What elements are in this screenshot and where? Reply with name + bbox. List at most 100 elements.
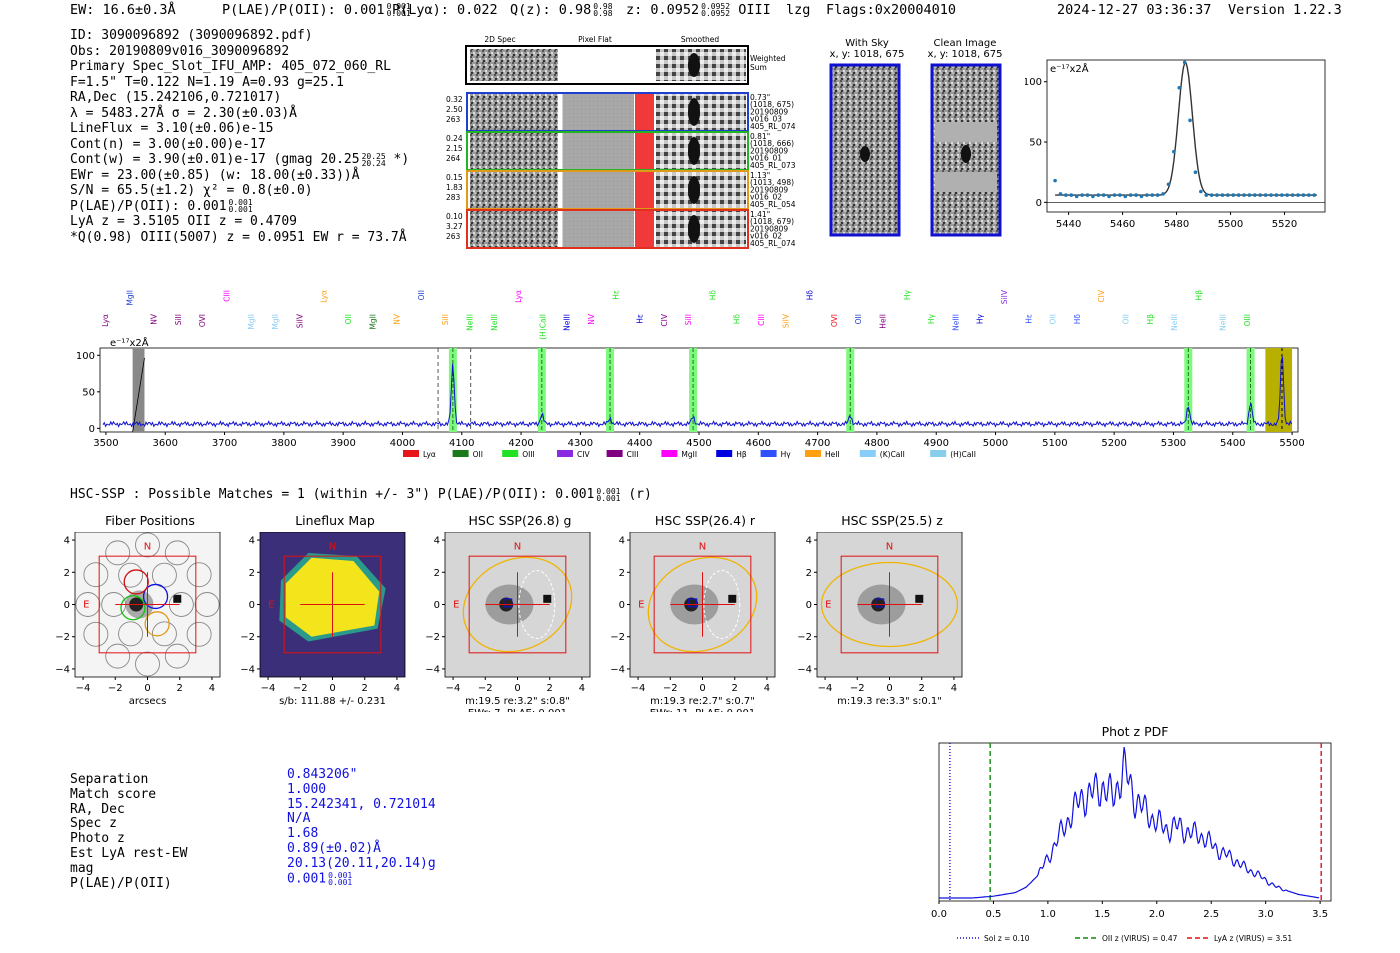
info-plae-hi: 0.001: [228, 198, 253, 207]
spec-top-label: Lyα: [514, 290, 523, 303]
hsc-xtick-label: −4: [631, 683, 646, 694]
hsc-ytick-label: 2: [619, 568, 625, 579]
zoom-xtick-label: 5460: [1110, 219, 1135, 230]
fiber-highlight: [123, 569, 149, 595]
spec-masked-band: [132, 348, 145, 432]
zoom-point: [1139, 194, 1144, 199]
zoom-point: [1101, 193, 1106, 197]
header-method: lzg: [786, 2, 811, 18]
cutout-blob: [688, 215, 700, 243]
hsc-xtick-label: −2: [293, 683, 308, 694]
spec-top-label: CIV: [660, 313, 669, 326]
hsc-summary-text: HSC-SSP : Possible Matches = 1 (within +…: [70, 487, 595, 502]
match-label-score: Match score: [70, 786, 157, 802]
zoom-ytick-label: 50: [1029, 138, 1042, 149]
info-id: ID: 3090096892 (3090096892.pdf): [70, 28, 313, 43]
hsc-white-ellipse: [518, 570, 556, 639]
info-contw-lo: 20.24: [361, 158, 386, 168]
full-spectrum: Lyα MgII NV SiII OVI CIII MgII MgII SiIV Lyα OII Mg…: [76, 289, 1305, 459]
zoom-point: [1074, 194, 1079, 199]
spec-top-label: Hδ: [1073, 314, 1082, 325]
hsc-panel: N E 4 2 0 −2 −4 −4 −2 0 2 4 m:19.3 re:3.3" s:0.1": [797, 532, 963, 707]
spec-xticks: 3500 3600 3700 3800 3900 4000 4100 4200 4300 4400…: [93, 432, 1305, 449]
spec-top-label: SiIV: [295, 313, 304, 328]
cutout-left-text: 263: [446, 232, 461, 241]
zoom-point: [1161, 192, 1165, 196]
with-sky-image: [829, 63, 901, 237]
spec-xtick-label: 4100: [449, 438, 474, 449]
cutout-pixelflat: [562, 94, 634, 130]
zoom-ytick-label: 0: [1036, 198, 1042, 209]
spec-legend-swatch: [502, 450, 519, 457]
info-contw-end: *): [393, 152, 410, 167]
zoom-yticks: 100 50 0: [1025, 77, 1325, 209]
header-flags: Flags:0x20004010: [826, 2, 957, 18]
hsc-summary-end: (r): [628, 487, 652, 502]
header-z-hi: 0.0952: [701, 2, 731, 11]
header-plae-text: P(LAE)/P(OII): 0.001: [222, 2, 385, 18]
weighted-sum-label2: Sum: [750, 63, 767, 72]
photz-xtick-label: 1.5: [1094, 909, 1110, 920]
cutout-2dspec: [470, 211, 558, 247]
spec-xtick-label: 5400: [1220, 438, 1245, 449]
cutout-left-text: 0.15: [446, 173, 463, 182]
hsc-xtick-label: 0: [329, 683, 335, 694]
spec-top-label: OIII: [1243, 314, 1252, 327]
zoom-point: [1301, 193, 1306, 197]
spec-xtick-label: 3800: [271, 438, 296, 449]
hsc-neighbor: [543, 594, 552, 603]
fiber-circle: [151, 621, 177, 647]
spec-xtick-label: 4400: [627, 438, 652, 449]
spec-legend-swatch: [930, 450, 947, 457]
hsc-xtick-label: −4: [261, 683, 276, 694]
header-qz-text: Q(z): 0.98: [510, 2, 592, 18]
hsc-ytick-label: 2: [434, 568, 440, 579]
cutout-left-text: 264: [446, 154, 461, 163]
fiber-circle: [118, 621, 144, 647]
hsc-xtick-label: 4: [209, 683, 215, 694]
cutout-left-text: 0.24: [446, 134, 463, 143]
cutout-left-text: 263: [446, 115, 461, 124]
cutout-pixelflat: [562, 133, 634, 169]
hsc-xtick-label: −2: [663, 683, 678, 694]
spec-legend-label: HeII: [825, 450, 840, 459]
photz-xtick-label: 1.0: [1040, 909, 1056, 920]
spec-top-label: NV: [393, 313, 402, 325]
hsc-summary-lo: 0.001: [596, 493, 621, 503]
photz-xtick-label: 3.5: [1312, 909, 1328, 920]
header-ew: EW: 16.6±0.3Å: [70, 2, 176, 18]
fiber-circle: [135, 532, 160, 558]
spec-edge-band: [1265, 348, 1293, 432]
info-ewr: EWr = 23.00(±0.85) (w: 18.00(±0.33))Å: [70, 167, 360, 183]
spec-xtick-label: 3600: [153, 438, 178, 449]
cutout-smoothed: [656, 94, 746, 130]
cutout-blob: [688, 98, 700, 126]
hsc-aperture-ellipse: [462, 556, 573, 653]
header-line: OIII: [738, 2, 771, 18]
match-value-specz: N/A: [287, 811, 311, 827]
compass-n: N: [514, 542, 521, 553]
info-contn: Cont(n) = 3.00(±0.00)e-17: [70, 136, 266, 152]
hsc-xtick-label: −2: [850, 683, 865, 694]
spec-cutouts: 2D Spec Pixel Flat Smoothed Weighted Sum…: [446, 35, 796, 249]
hsc-xtick-label: 4: [951, 683, 957, 694]
cutout-pixelflat: [562, 172, 634, 208]
zoom-point: [1307, 193, 1311, 197]
spec-ytick-label: 0: [89, 424, 95, 435]
match-label-photoz: Photo z: [70, 831, 125, 847]
zoom-point: [1172, 149, 1176, 154]
cutout-right-text: 0.73": [750, 93, 770, 102]
spec-legend-swatch: [760, 450, 777, 457]
info-radec: RA,Dec (15.242106,0.721017): [70, 90, 282, 105]
cutout-blob: [688, 137, 700, 165]
cutout-right-text: 20190809: [750, 185, 788, 194]
spec-top-label: NeIII: [951, 314, 960, 331]
hsc-ytick-label: 0: [249, 600, 255, 611]
photz-xtick-label: 0.0: [931, 909, 947, 920]
zoom-point: [1064, 193, 1068, 197]
zoom-point: [1247, 193, 1252, 197]
match-value-radec: 15.242341, 0.721014: [287, 796, 436, 812]
hsc-xtick-label: 2: [547, 683, 553, 694]
